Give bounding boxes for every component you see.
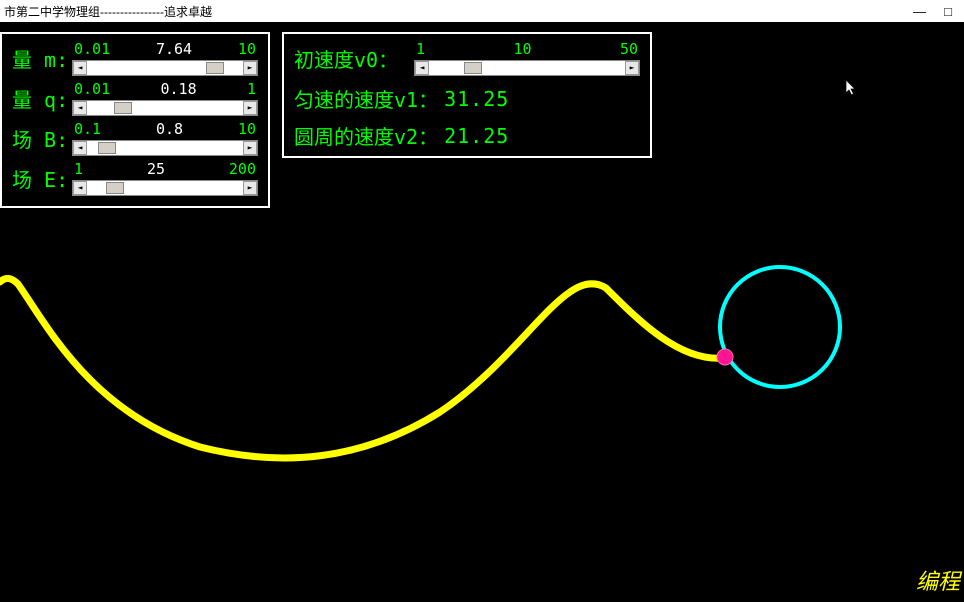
slider-left-arrow-icon[interactable]: ◄ — [73, 61, 87, 75]
minimize-button[interactable]: — — [913, 4, 926, 19]
param-q-min: 0.01 — [74, 80, 110, 98]
readout-v2-label: 圆周的速度v2： — [294, 121, 438, 150]
titlebar: 市第二中学物理组----------------追求卓越 — □ — [0, 0, 964, 22]
slider-thumb[interactable] — [114, 102, 132, 114]
param-v0-max: 50 — [620, 40, 638, 58]
readout-v2: 圆周的速度v2： 21.25 — [294, 121, 640, 150]
readout-v2-value: 21.25 — [444, 124, 509, 148]
maximize-button[interactable]: □ — [944, 4, 952, 19]
slider-left-arrow-icon[interactable]: ◄ — [415, 61, 429, 75]
param-E-value: 25 — [147, 160, 165, 178]
slider-thumb[interactable] — [106, 182, 124, 194]
param-B-min: 0.1 — [74, 120, 101, 138]
param-E-min: 1 — [74, 160, 83, 178]
param-B-label: 场 B: — [12, 124, 72, 153]
param-B-max: 10 — [238, 120, 256, 138]
slider-thumb[interactable] — [98, 142, 116, 154]
particle — [717, 349, 733, 365]
param-m-slider[interactable]: ◄ ► — [72, 60, 258, 76]
param-m-max: 10 — [238, 40, 256, 58]
slider-left-arrow-icon[interactable]: ◄ — [73, 101, 87, 115]
param-E-slider[interactable]: ◄ ► — [72, 180, 258, 196]
circular-path — [720, 267, 840, 387]
slider-left-arrow-icon[interactable]: ◄ — [73, 141, 87, 155]
slider-thumb[interactable] — [464, 62, 482, 74]
param-q-slider[interactable]: ◄ ► — [72, 100, 258, 116]
param-q-row: 量 q: 0.01 0.18 1 ◄ ► — [12, 80, 258, 116]
footer-credit: 编程 — [916, 564, 960, 596]
param-m-value: 7.64 — [156, 40, 192, 58]
slider-thumb[interactable] — [206, 62, 224, 74]
param-E-label: 场 E: — [12, 164, 72, 193]
param-v0-row: 初速度v0： 1 10 50 ◄ ► — [294, 40, 640, 76]
mouse-cursor-icon — [846, 80, 858, 98]
param-v0-min: 1 — [416, 40, 425, 58]
param-E-row: 场 E: 1 25 200 ◄ ► — [12, 160, 258, 196]
param-B-row: 场 B: 0.1 0.8 10 ◄ ► — [12, 120, 258, 156]
window-title: 市第二中学物理组----------------追求卓越 — [4, 3, 913, 20]
param-v0-slider[interactable]: ◄ ► — [414, 60, 640, 76]
param-v0-value: 10 — [513, 40, 531, 58]
slider-right-arrow-icon[interactable]: ► — [243, 141, 257, 155]
window-controls: — □ — [913, 4, 960, 19]
slider-right-arrow-icon[interactable]: ► — [243, 61, 257, 75]
slider-right-arrow-icon[interactable]: ► — [625, 61, 639, 75]
readout-v1: 匀速的速度v1： 31.25 — [294, 84, 640, 113]
param-q-label: 量 q: — [12, 84, 72, 113]
param-v0-label: 初速度v0： — [294, 44, 414, 73]
trajectory-curve — [0, 278, 724, 458]
param-m-min: 0.01 — [74, 40, 110, 58]
param-m-row: 量 m: 0.01 7.64 10 ◄ ► — [12, 40, 258, 76]
param-q-value: 0.18 — [160, 80, 196, 98]
slider-right-arrow-icon[interactable]: ► — [243, 101, 257, 115]
readout-v1-label: 匀速的速度v1： — [294, 84, 438, 113]
param-m-label: 量 m: — [12, 44, 72, 73]
param-q-max: 1 — [247, 80, 256, 98]
param-E-max: 200 — [229, 160, 256, 178]
velocity-panel: 初速度v0： 1 10 50 ◄ ► 匀速的速度v1： 31.25 圆周的速度v… — [282, 32, 652, 158]
param-B-value: 0.8 — [156, 120, 183, 138]
slider-right-arrow-icon[interactable]: ► — [243, 181, 257, 195]
slider-left-arrow-icon[interactable]: ◄ — [73, 181, 87, 195]
param-B-slider[interactable]: ◄ ► — [72, 140, 258, 156]
readout-v1-value: 31.25 — [444, 87, 509, 111]
parameters-panel: 量 m: 0.01 7.64 10 ◄ ► 量 q: 0.01 0.18 1 ◄ — [0, 32, 270, 208]
